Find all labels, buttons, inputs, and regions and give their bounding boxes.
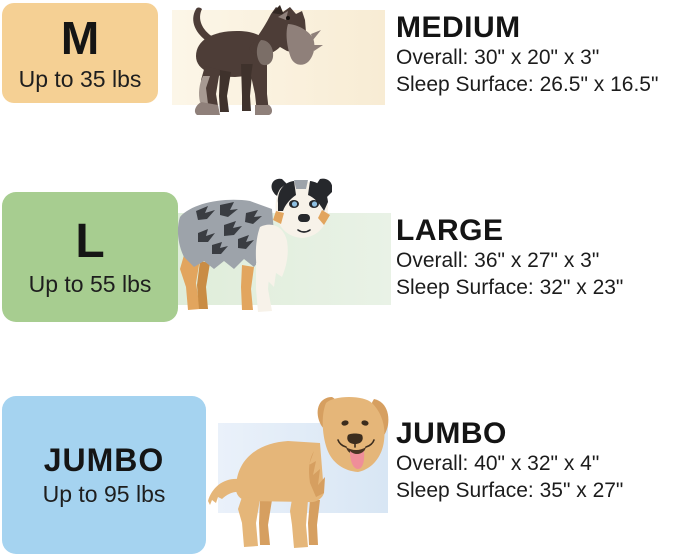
medium-sleep-surface-dimensions: Sleep Surface: 26.5" x 16.5" (396, 72, 659, 96)
australian-shepherd-illustration (177, 178, 332, 312)
jumbo-info: JUMBO Overall: 40" x 32" x 4" Sleep Surf… (396, 418, 678, 504)
large-size-badge: L Up to 55 lbs (2, 192, 178, 322)
medium-badge-weight: Up to 35 lbs (18, 66, 142, 92)
miniature-schnauzer-illustration (193, 5, 323, 115)
medium-badge-letter: M (60, 12, 100, 64)
jumbo-size-badge: JUMBO Up to 95 lbs (2, 396, 206, 554)
large-sleep-surface-dimensions: Sleep Surface: 32" x 23" (396, 275, 624, 299)
medium-size-badge: M Up to 35 lbs (2, 3, 158, 103)
medium-overall-dimensions: Overall: 30" x 20" x 3" (396, 45, 600, 69)
medium-info: MEDIUM Overall: 30" x 20" x 3" Sleep Sur… (396, 12, 678, 98)
jumbo-badge-letter: JUMBO (43, 442, 165, 478)
golden-retriever-illustration (208, 397, 389, 548)
large-info: LARGE Overall: 36" x 27" x 3" Sleep Surf… (396, 215, 678, 301)
large-badge-weight: Up to 55 lbs (28, 271, 152, 297)
jumbo-overall-dimensions: Overall: 40" x 32" x 4" (396, 451, 600, 475)
jumbo-sleep-surface-dimensions: Sleep Surface: 35" x 27" (396, 478, 624, 502)
jumbo-badge-weight: Up to 95 lbs (42, 481, 166, 507)
medium-title: MEDIUM (396, 11, 521, 44)
jumbo-title: JUMBO (396, 417, 507, 450)
large-badge-letter: L (75, 215, 105, 268)
large-overall-dimensions: Overall: 36" x 27" x 3" (396, 248, 600, 272)
large-title: LARGE (396, 214, 504, 247)
